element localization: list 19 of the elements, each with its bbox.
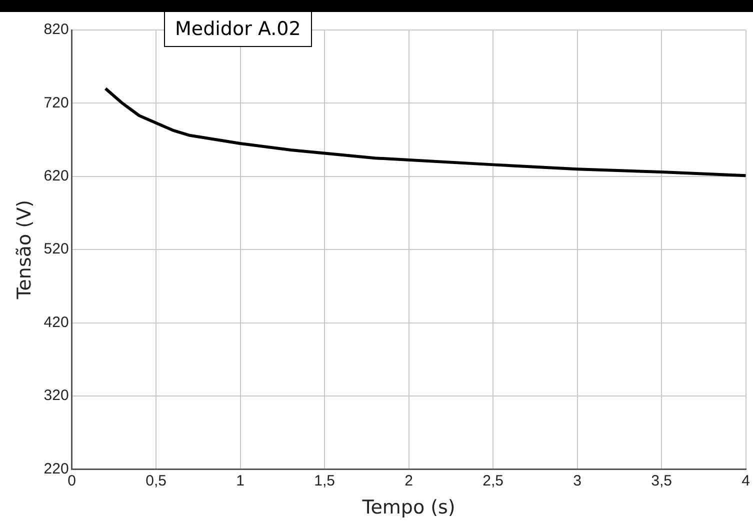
y-axis-title: Tensão (V) (13, 200, 36, 300)
y-tick-label: 820 (44, 21, 69, 38)
x-tick-label: 1,5 (314, 472, 336, 490)
y-tick-label: 720 (44, 94, 69, 112)
y-tick-label: 620 (44, 168, 69, 185)
y-tick-label: 220 (44, 460, 69, 478)
x-tick-label: 2,5 (482, 472, 504, 490)
y-tick-label: 420 (44, 314, 69, 331)
y-tick-label: 320 (44, 387, 69, 404)
x-tick-label: 2 (404, 472, 413, 490)
chart-title: Medidor A.02 (164, 11, 312, 47)
x-tick-label: 0 (68, 472, 76, 490)
x-tick-label: 1 (236, 472, 244, 490)
y-tick-label: 520 (44, 240, 69, 258)
x-tick-label: 3 (573, 472, 582, 490)
x-axis-title: Tempo (s) (361, 496, 456, 519)
x-tick-label: 4 (742, 472, 750, 490)
x-tick-label: 3,5 (651, 472, 672, 490)
x-tick-label: 0,5 (146, 472, 167, 490)
